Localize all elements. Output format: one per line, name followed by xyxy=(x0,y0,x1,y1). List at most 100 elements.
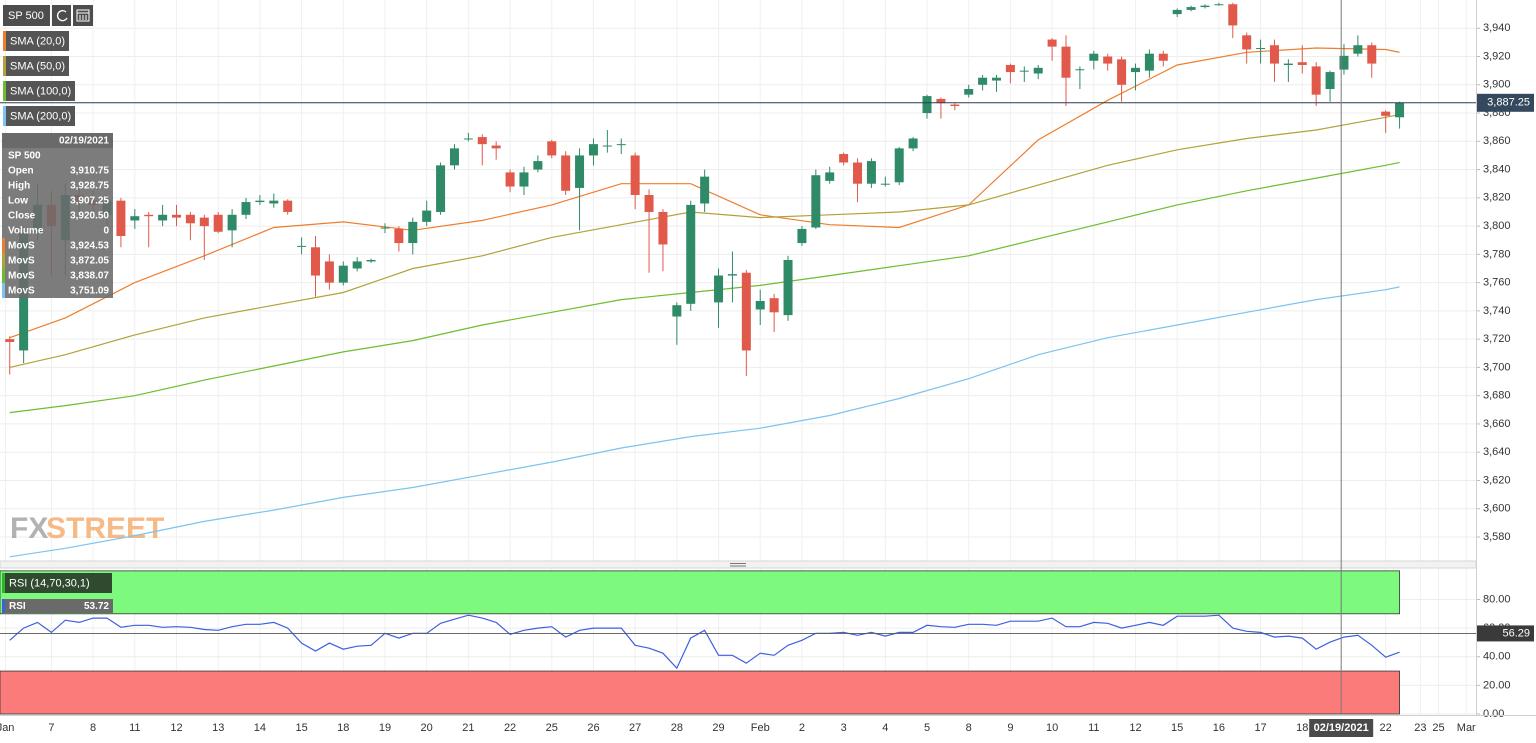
x-tick-label: 4 xyxy=(882,722,888,734)
info-swatch xyxy=(2,268,5,283)
x-tick-label: 19 xyxy=(379,722,391,734)
x-tick-label: 21 xyxy=(462,722,474,734)
candle-body xyxy=(1395,102,1405,118)
y-tick-label: 3,800 xyxy=(1483,220,1511,232)
candle-body xyxy=(1172,9,1182,15)
candle-body xyxy=(992,77,1002,81)
x-tick-label: 18 xyxy=(1296,722,1308,734)
symbol-box[interactable] xyxy=(3,5,50,26)
candle-body xyxy=(199,217,209,227)
candle-body xyxy=(839,154,849,163)
x-tick-label: 9 xyxy=(1007,722,1013,734)
candle-body xyxy=(1256,48,1266,50)
candle-body xyxy=(1269,45,1279,64)
rsi-legend-swatch xyxy=(2,599,5,613)
candle-body xyxy=(1061,46,1071,78)
candle-body xyxy=(310,247,320,276)
y-tick-label: 3,780 xyxy=(1483,248,1511,260)
info-value: 3,924.53 xyxy=(70,241,109,252)
sma-line xyxy=(9,286,1400,558)
candle-body xyxy=(366,260,376,262)
x-tick-label: 10 xyxy=(1046,722,1058,734)
rsi-current-tag xyxy=(1477,625,1534,642)
candle-body xyxy=(380,227,390,229)
candle-body xyxy=(1228,4,1238,26)
refresh-button[interactable] xyxy=(52,5,71,26)
info-symbol: SP 500 xyxy=(8,151,41,162)
indicator-box[interactable] xyxy=(3,56,69,76)
info-value: 3,928.75 xyxy=(70,181,109,192)
y-tick-label: 40.00 xyxy=(1483,651,1511,663)
info-value: 3,920.50 xyxy=(70,211,109,222)
y-tick-label: 3,660 xyxy=(1483,418,1511,430)
x-tick-label: 5 xyxy=(924,722,930,734)
x-tick-label: 2 xyxy=(799,722,805,734)
last-price-tag xyxy=(1477,93,1534,112)
candle-body xyxy=(1214,4,1224,6)
y-tick-label: 3,580 xyxy=(1483,531,1511,543)
y-tick-label: 20.00 xyxy=(1483,679,1511,691)
candle-body xyxy=(630,155,640,196)
candle-body xyxy=(866,161,876,184)
y-tick-label: 3,840 xyxy=(1483,163,1511,175)
watermark: FX xyxy=(10,512,48,545)
refresh-icon xyxy=(57,10,68,22)
x-tick-label: 14 xyxy=(254,722,266,734)
x-axis-line xyxy=(0,715,1536,716)
info-label: Volume xyxy=(8,226,44,237)
candle-body xyxy=(908,138,918,149)
indicator-box[interactable] xyxy=(3,31,69,51)
indicator-swatch xyxy=(3,31,6,51)
candle-body xyxy=(1075,69,1085,71)
x-tick-label: 15 xyxy=(1171,722,1183,734)
info-row xyxy=(2,193,113,208)
info-value: 3,910.75 xyxy=(70,166,109,177)
indicator-swatch xyxy=(3,56,6,76)
info-label: Open xyxy=(8,166,34,177)
candle-body xyxy=(1089,53,1099,61)
info-row xyxy=(2,253,113,268)
indicator-box[interactable] xyxy=(3,106,75,126)
candle-body xyxy=(1117,59,1127,85)
candle-body xyxy=(1339,55,1349,70)
rsi-current-label: 56.29 xyxy=(1502,627,1530,639)
rsi-title-box[interactable] xyxy=(2,573,112,593)
info-swatch xyxy=(2,283,5,298)
candle-body xyxy=(1381,111,1391,116)
candle-body xyxy=(533,161,543,170)
y-tick-label: 3,600 xyxy=(1483,503,1511,515)
info-label: MovS xyxy=(8,241,35,252)
x-tick-label: 12 xyxy=(1129,722,1141,734)
sma-line xyxy=(9,113,1400,368)
candle-body xyxy=(1283,63,1293,66)
x-tick-label: 25 xyxy=(546,722,558,734)
info-label: MovS xyxy=(8,286,35,297)
candle-body xyxy=(978,77,988,85)
x-tick-label: 22 xyxy=(1380,722,1392,734)
x-tick-label: 8 xyxy=(966,722,972,734)
info-swatch xyxy=(2,253,5,268)
candle-body xyxy=(241,202,251,215)
info-value: 3,907.25 xyxy=(70,196,109,207)
x-tick-label: Feb xyxy=(751,722,770,734)
candle-body xyxy=(1005,65,1015,73)
info-date: 02/19/2021 xyxy=(59,136,109,147)
rsi-title: RSI (14,70,30,1) xyxy=(9,577,90,589)
x-tick-label: 23 xyxy=(1414,722,1426,734)
candle-body xyxy=(408,221,418,244)
info-value: 3,872.05 xyxy=(70,256,109,267)
candle-body xyxy=(1367,45,1377,64)
candle-body xyxy=(1325,72,1335,90)
candle-body xyxy=(1311,66,1321,95)
info-row xyxy=(2,268,113,283)
y-tick-label: 3,900 xyxy=(1483,79,1511,91)
candle-body xyxy=(1158,53,1168,61)
indicator-box[interactable] xyxy=(3,81,75,101)
candle-body xyxy=(783,260,793,316)
candle-body xyxy=(436,165,446,212)
candle-body xyxy=(853,162,863,184)
candle-body xyxy=(825,172,835,181)
pane-separator[interactable] xyxy=(0,560,1477,569)
